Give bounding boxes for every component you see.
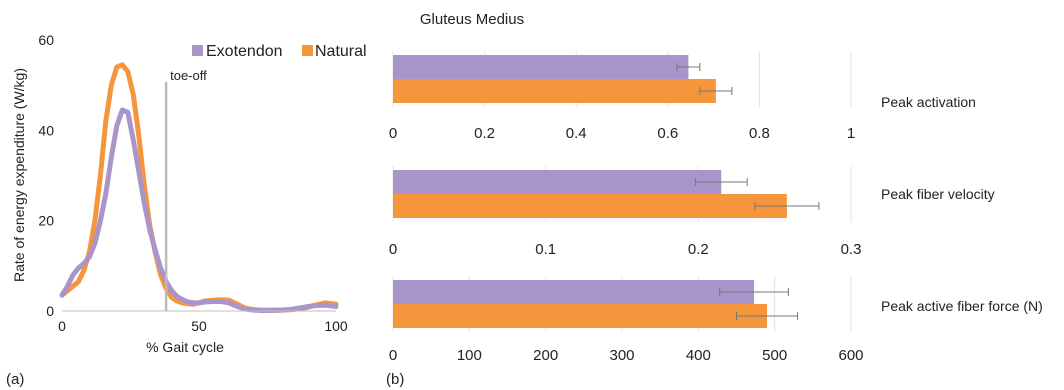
- x-tick-label: 1: [847, 125, 855, 142]
- legend-swatch-exotendon: [192, 45, 203, 56]
- x-tick-labels: 0 50 100: [58, 318, 348, 334]
- y-axis-label: Rate of energy expenditure (W/kg): [11, 68, 27, 282]
- y-tick-label: 60: [38, 32, 54, 48]
- bar-exotendon: [393, 280, 755, 304]
- y-tick-label: 0: [46, 303, 54, 319]
- bar-chart-panel: Gluteus Medius 0 0.2 0.4 0.6 0.8 1 Peak activa…: [386, 11, 1043, 388]
- bar-subplot-3: 0 100 200 300 400 500 600 Peak active fiber for…: [389, 276, 1043, 364]
- x-tick-label: 0.2: [474, 125, 495, 142]
- legend-label-natural: Natural: [315, 43, 367, 60]
- line-series-group: [59, 62, 339, 313]
- bar-subplot-1: 0 0.2 0.4 0.6 0.8 1 Peak activation: [389, 51, 976, 142]
- x-tick-label: 0.1: [535, 241, 556, 258]
- x-tick-label: 0.2: [688, 241, 709, 258]
- x-tick-label: 0: [58, 318, 66, 334]
- x-tick-label: 100: [457, 347, 482, 364]
- toe-off-annotation: toe-off: [170, 68, 207, 83]
- bar-exotendon: [393, 170, 722, 194]
- legend: Exotendon Natural: [192, 43, 367, 60]
- x-tick-label: 0: [389, 125, 397, 142]
- x-tick-label: 400: [686, 347, 711, 364]
- x-tick-label: 300: [609, 347, 634, 364]
- line-series-natural: [59, 62, 339, 313]
- subplot-label: Peak active fiber force (N): [881, 298, 1043, 314]
- error-bar-natural: [754, 202, 820, 210]
- bar-subplots-group: 0 0.2 0.4 0.6 0.8 1 Peak activation 0 0.1 0.2 0.3 P…: [389, 51, 1043, 364]
- error-bar-natural: [699, 87, 733, 95]
- x-tick-label: 50: [191, 318, 207, 334]
- error-bar-natural: [736, 312, 799, 320]
- x-tick-label: 200: [533, 347, 558, 364]
- y-tick-label: 20: [38, 213, 54, 229]
- bar-natural: [393, 79, 716, 103]
- x-tick-label: 100: [324, 318, 348, 334]
- line-chart-panel: toe-off 0 50 100 0 20 40 60 % Gait cycle Rate…: [6, 32, 367, 388]
- x-tick-label: 0: [389, 347, 397, 364]
- y-tick-labels: 0 20 40 60: [38, 32, 54, 319]
- panel-label-b: (b): [386, 371, 404, 388]
- bar-subplot-2: 0 0.1 0.2 0.3 Peak fiber velocity: [389, 166, 995, 258]
- subplot-label: Peak activation: [881, 94, 976, 110]
- x-tick-label: 0: [389, 241, 397, 258]
- error-bar-exotendon: [719, 288, 789, 296]
- panel-label-a: (a): [6, 371, 24, 388]
- x-tick-label: 0.4: [566, 125, 587, 142]
- bar-natural: [393, 304, 768, 328]
- x-tick-label: 0.8: [749, 125, 770, 142]
- x-tick-label: 600: [838, 347, 863, 364]
- legend-swatch-natural: [302, 45, 313, 56]
- x-tick-label: 0.6: [657, 125, 678, 142]
- error-bar-exotendon: [694, 178, 748, 186]
- y-tick-label: 40: [38, 122, 54, 138]
- x-axis-label: % Gait cycle: [146, 339, 224, 355]
- error-bar-exotendon: [676, 63, 701, 71]
- x-tick-label: 0.3: [841, 241, 862, 258]
- subplot-label: Peak fiber velocity: [881, 186, 995, 202]
- bar-natural: [393, 194, 787, 218]
- x-tick-label: 500: [762, 347, 787, 364]
- bar-exotendon: [393, 55, 689, 79]
- chart-title: Gluteus Medius: [420, 11, 524, 28]
- legend-label-exotendon: Exotendon: [206, 43, 283, 60]
